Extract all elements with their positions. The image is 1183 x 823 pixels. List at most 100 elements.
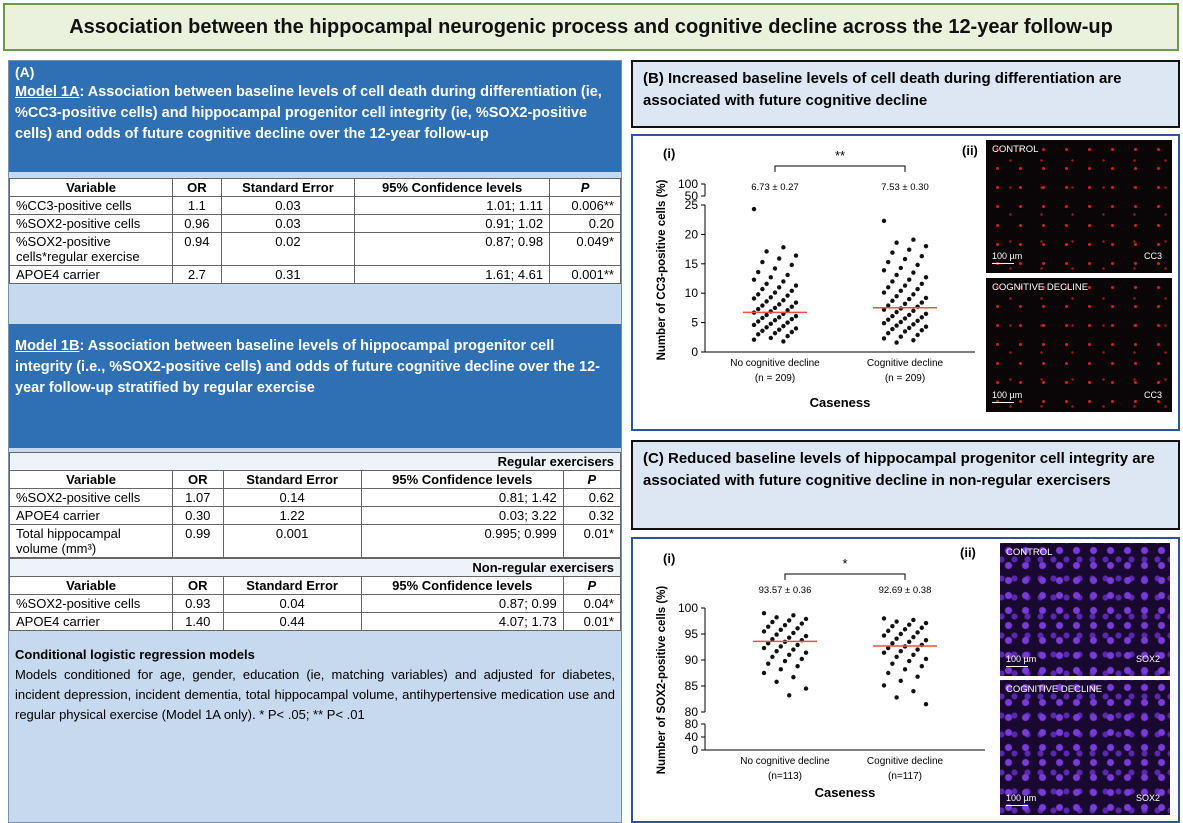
data-point (894, 272, 899, 278)
n-label: (n=117) (888, 771, 922, 782)
table-cell: 0.001** (549, 265, 621, 284)
scale-label: 100 µm (1006, 654, 1037, 664)
data-point (764, 281, 769, 286)
model-heading: Model 1A: Association between baseline l… (9, 80, 621, 172)
data-point (751, 277, 757, 282)
data-point (761, 629, 767, 634)
table-row: %SOX2-positive cells 0.93 0.04 0.87; 0.99 0.… (9, 594, 622, 613)
data-point (766, 624, 771, 629)
mean-label: 93.57 ± 0.36 (759, 585, 812, 596)
data-point (898, 631, 903, 637)
header-row: Variable OR Standard Error 95% Confidence l… (9, 470, 622, 489)
data-point (778, 627, 783, 633)
image-label: COGNITIVE DECLINE (992, 282, 1089, 293)
sub-label: (ii) (962, 143, 978, 158)
data-point (894, 619, 899, 624)
notes-title: Conditional logistic regression models (15, 647, 255, 662)
table-cell: APOE4 carrier (9, 612, 173, 631)
data-point (777, 315, 782, 320)
data-point (923, 702, 929, 707)
data-point (894, 323, 899, 328)
data-point (793, 283, 799, 288)
data-point (756, 292, 761, 297)
data-point (902, 667, 908, 672)
table-row: %CC3-positive cells 1.1 0.03 1.01; 1.11 0.00… (9, 196, 621, 215)
data-point (890, 250, 895, 255)
data-point (923, 311, 929, 316)
y-tick-label: 50 (685, 189, 699, 203)
data-point (764, 299, 769, 304)
header-row: Variable OR Standard Error 95% Confidence l… (9, 178, 621, 197)
y-axis-label: Number of SOX2-positive cells (%) (656, 586, 668, 775)
scale-label: 100 µm (992, 251, 1023, 261)
data-point (902, 256, 908, 262)
data-point (915, 630, 920, 635)
data-point (915, 332, 920, 338)
data-point (756, 319, 761, 324)
data-point (760, 315, 765, 321)
data-point (886, 285, 891, 290)
data-point (761, 670, 767, 676)
y-tick-label: 40 (685, 730, 699, 744)
data-point (774, 615, 779, 620)
data-point (881, 650, 887, 655)
data-point (795, 664, 800, 669)
significance: * (842, 556, 847, 571)
data-point (886, 317, 891, 322)
data-point (915, 674, 920, 679)
data-point (911, 270, 916, 275)
table: Variable OR Standard Error 95% Confidence l… (9, 178, 621, 284)
data-point (911, 617, 916, 623)
data-point (911, 634, 916, 640)
data-point (785, 333, 790, 339)
data-point (764, 325, 769, 330)
panel-label: (A) (9, 61, 621, 80)
data-point (761, 611, 767, 616)
data-point (919, 328, 924, 333)
data-point (894, 240, 899, 245)
data-point (911, 308, 916, 314)
column-header: Standard Error (222, 470, 362, 489)
model-text: : Association between baseline levels of… (15, 338, 600, 396)
table-row: APOE4 carrier 2.7 0.31 1.61; 4.61 0.001** (9, 265, 621, 284)
sub-label: (i) (663, 551, 675, 566)
data-point (907, 639, 912, 644)
y-tick-label: 90 (685, 653, 699, 667)
micrograph: CONTROL 100 µm SOX2 (1000, 543, 1170, 676)
data-point (894, 654, 899, 660)
stain-label: SOX2 (1135, 793, 1160, 803)
y-tick-label: 95 (685, 627, 699, 641)
data-point (803, 633, 809, 639)
data-point (915, 318, 920, 324)
table-row: %SOX2-positive cells 0.96 0.03 0.91; 1.02 0.… (9, 214, 621, 233)
data-point (919, 281, 924, 286)
data-point (911, 689, 916, 694)
header-row: Variable OR Standard Error 95% Confidence l… (9, 576, 622, 595)
data-point (907, 325, 912, 331)
data-point (756, 332, 761, 337)
model-text: : Association between baseline levels of… (15, 84, 602, 142)
table-cell: 0.006** (549, 196, 621, 215)
data-point (881, 633, 887, 638)
table-cell: 0.04* (562, 594, 622, 613)
data-point (881, 683, 887, 688)
x-tick-label: No cognitive decline (730, 358, 820, 369)
y-tick-label: 5 (691, 316, 698, 330)
data-point (781, 339, 786, 344)
data-point (793, 313, 799, 319)
table-cell: 0.44 (222, 612, 362, 631)
scale-label: 100 µm (992, 390, 1023, 400)
table-row: %SOX2-positive cells*regular exercise 0.9… (9, 232, 621, 266)
table-cell: %SOX2-positive cells (9, 594, 173, 613)
data-point (890, 641, 895, 646)
data-point (793, 326, 799, 331)
data-point (782, 622, 788, 628)
data-point (768, 275, 773, 280)
data-point (894, 293, 899, 299)
table-cell: 0.31 (220, 265, 356, 284)
data-point (793, 300, 799, 305)
y-tick-label: 0 (691, 345, 698, 359)
table-cell: APOE4 carrier (9, 265, 173, 284)
data-point (777, 327, 782, 332)
data-point (791, 647, 796, 652)
